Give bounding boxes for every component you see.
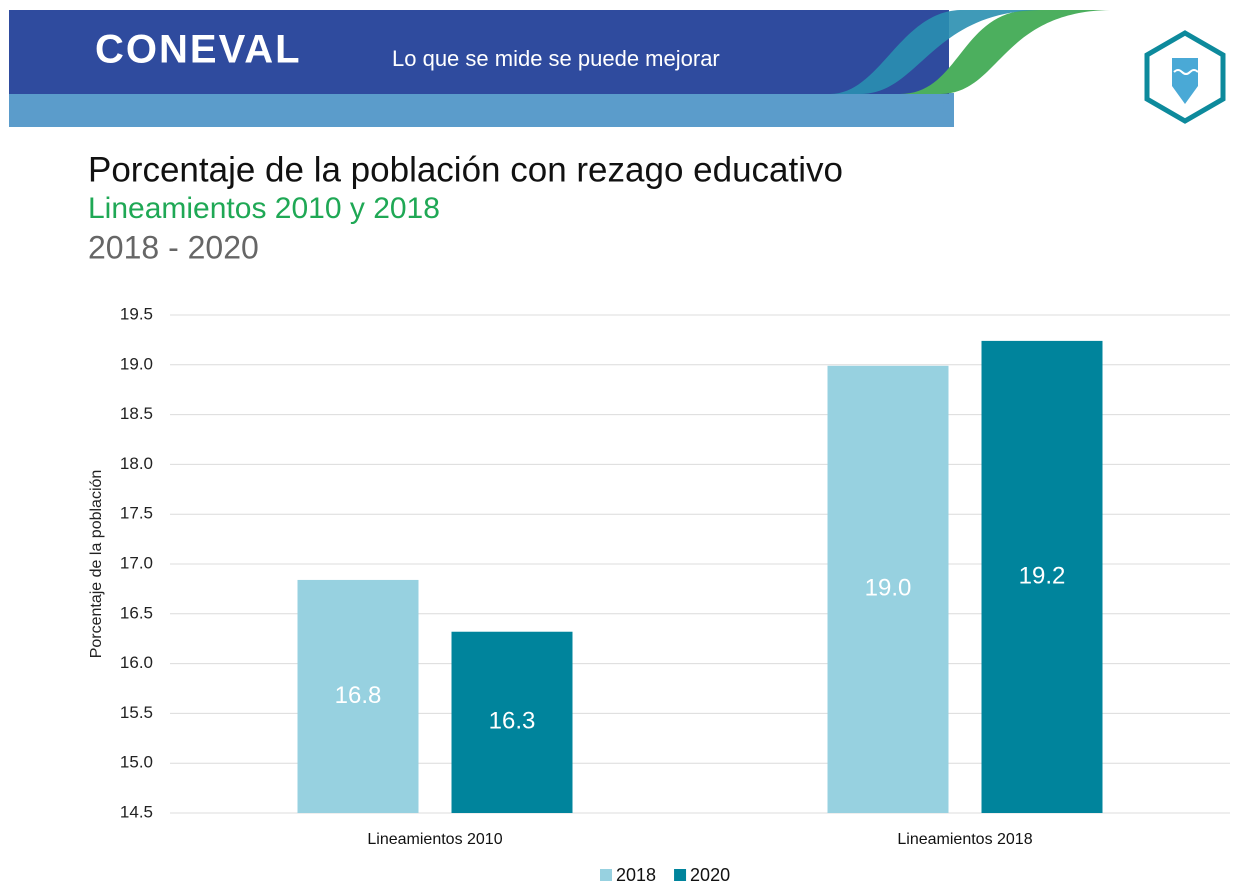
value-label: 16.8 bbox=[335, 682, 382, 709]
y-tick-label: 18.5 bbox=[120, 404, 153, 423]
bar bbox=[981, 340, 1103, 813]
logo: CONEVAL bbox=[95, 28, 302, 72]
y-tick-label: 16.5 bbox=[120, 603, 153, 622]
y-tick-label: 14.5 bbox=[120, 802, 153, 821]
tagline: Lo que se mide se puede mejorar bbox=[392, 46, 720, 71]
chart-subtitle: Lineamientos 2010 y 2018 bbox=[88, 192, 440, 225]
y-tick-label: 19.5 bbox=[120, 304, 153, 323]
legend-swatch bbox=[600, 869, 612, 881]
y-tick-label: 19.0 bbox=[120, 354, 153, 373]
x-tick-label: Lineamientos 2010 bbox=[367, 831, 502, 848]
legend-swatch bbox=[674, 869, 687, 881]
x-tick-label: Lineamientos 2018 bbox=[897, 831, 1032, 848]
y-tick-label: 17.0 bbox=[120, 553, 153, 572]
chart-period: 2018 - 2020 bbox=[88, 229, 259, 265]
value-label: 19.2 bbox=[1019, 562, 1066, 589]
legend-label: 2020 bbox=[690, 865, 730, 885]
legend-label: 2018 bbox=[616, 865, 656, 885]
bar bbox=[827, 365, 949, 813]
bar bbox=[297, 579, 419, 813]
y-tick-label: 17.5 bbox=[120, 504, 153, 523]
chart-title: Porcentaje de la población con rezago ed… bbox=[88, 150, 843, 189]
header-banner bbox=[9, 10, 1226, 127]
y-tick-label: 16.0 bbox=[120, 653, 153, 672]
value-label: 19.0 bbox=[865, 575, 912, 602]
y-tick-label: 15.5 bbox=[120, 703, 153, 722]
y-tick-label: 18.0 bbox=[120, 454, 153, 473]
y-tick-label: 15.0 bbox=[120, 753, 153, 772]
value-label: 16.3 bbox=[489, 708, 536, 735]
bar bbox=[451, 631, 573, 813]
y-axis-label: Porcentaje de la población bbox=[88, 470, 105, 659]
